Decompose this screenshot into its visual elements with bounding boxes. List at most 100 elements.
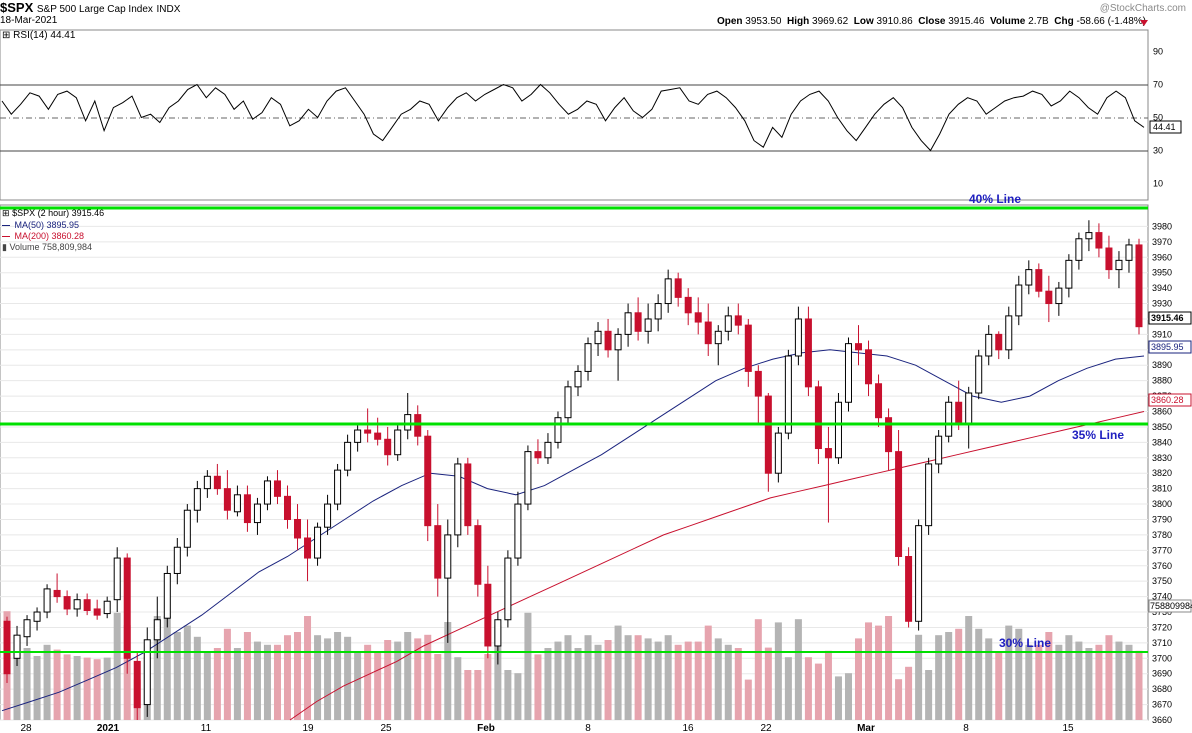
price-tick-label: 3930 bbox=[1152, 299, 1172, 309]
candle-body bbox=[774, 432, 782, 474]
volume-bar bbox=[334, 632, 342, 720]
volume-bar bbox=[63, 654, 71, 720]
candle-body bbox=[744, 324, 752, 372]
candle-body bbox=[644, 318, 652, 332]
volume-bar bbox=[494, 625, 502, 720]
volume-bar bbox=[434, 654, 442, 720]
x-tick-label: 16 bbox=[682, 723, 694, 733]
low-label: Low bbox=[853, 16, 874, 27]
candle-body bbox=[965, 392, 973, 425]
candle-body bbox=[504, 557, 512, 621]
candle-body bbox=[63, 596, 71, 610]
ma200-price-label: 3860.28 bbox=[1151, 395, 1184, 405]
volume-bar bbox=[193, 636, 201, 720]
candle-body bbox=[334, 469, 342, 505]
volume-bar bbox=[1055, 644, 1063, 720]
candle-body bbox=[804, 318, 812, 388]
volume-bar bbox=[1085, 648, 1093, 720]
candle-body bbox=[1095, 232, 1103, 249]
price-tick-label: 3660 bbox=[1152, 715, 1172, 725]
candle-body bbox=[314, 526, 322, 559]
stockcharts-logo: @StockCharts.com bbox=[1099, 3, 1186, 14]
rsi-panel: 90 70 50 30 10 44.41 bbox=[0, 29, 1182, 201]
volume-bar bbox=[223, 628, 231, 720]
volume-value-box bbox=[1148, 599, 1192, 613]
price-tick-label: 3960 bbox=[1152, 252, 1172, 262]
candle-body bbox=[53, 589, 61, 598]
candle-body bbox=[13, 634, 21, 659]
volume-bar bbox=[504, 670, 512, 720]
price-tick-label: 3910 bbox=[1152, 329, 1172, 339]
candle-body bbox=[364, 429, 372, 434]
price-tick-label: 3670 bbox=[1152, 700, 1172, 710]
volume-bar bbox=[13, 638, 21, 720]
volume-bar bbox=[935, 635, 943, 720]
price-tick-label: 3710 bbox=[1152, 638, 1172, 648]
candle-body bbox=[1105, 247, 1113, 271]
volume-value: 2.7B bbox=[1028, 16, 1049, 27]
candle-body bbox=[1065, 259, 1073, 289]
volume-bar bbox=[744, 679, 752, 720]
volume-bar bbox=[173, 632, 181, 720]
price-series-icon: ⊞ bbox=[2, 208, 10, 218]
volume-bar bbox=[394, 641, 402, 720]
volume-bar bbox=[614, 625, 622, 720]
rsi-label: RSI(14) 44.41 bbox=[13, 30, 76, 41]
last-price-box bbox=[1148, 311, 1192, 325]
candle-body bbox=[33, 611, 41, 622]
candle-body bbox=[574, 370, 582, 388]
volume-bar bbox=[113, 612, 121, 720]
candle-body bbox=[654, 303, 662, 320]
candle-body bbox=[464, 463, 472, 527]
volume-bar bbox=[514, 673, 522, 720]
volume-bar bbox=[444, 622, 452, 720]
annotation-35-line: 35% Line bbox=[1072, 428, 1125, 442]
volume-bar bbox=[594, 644, 602, 720]
volume-bar bbox=[484, 654, 492, 720]
candle-body bbox=[564, 386, 572, 419]
candle-body bbox=[1085, 232, 1093, 240]
candle-body bbox=[1005, 315, 1013, 351]
candle-body bbox=[233, 494, 241, 513]
volume-bar bbox=[83, 657, 91, 720]
candle-body bbox=[905, 556, 913, 622]
volume-bar bbox=[975, 628, 983, 720]
candle-body bbox=[514, 503, 522, 559]
price-tick-label: 3850 bbox=[1152, 422, 1172, 432]
volume-bar bbox=[784, 657, 792, 720]
exchange: INDX bbox=[156, 4, 181, 15]
rsi-tick-label: 30 bbox=[1153, 146, 1163, 156]
rsi-settings-icon[interactable]: ⊞ bbox=[2, 30, 11, 41]
candle-body bbox=[123, 557, 131, 659]
price-tick-label: 3970 bbox=[1152, 237, 1172, 247]
price-tick-label: 3750 bbox=[1152, 576, 1172, 586]
volume-bar bbox=[634, 635, 642, 720]
volume-bar bbox=[253, 641, 261, 720]
volume-bar bbox=[694, 641, 702, 720]
volume-bar bbox=[554, 641, 562, 720]
candle-body bbox=[203, 475, 211, 490]
price-tick-label: 3740 bbox=[1152, 592, 1172, 602]
candle-body bbox=[454, 463, 462, 536]
volume-bar bbox=[1025, 644, 1033, 720]
candle-body bbox=[304, 537, 312, 559]
candle-body bbox=[113, 557, 121, 601]
volume-bar bbox=[1005, 625, 1013, 720]
candle-body bbox=[294, 518, 302, 539]
volume-bar bbox=[524, 612, 532, 720]
volume-bar bbox=[654, 641, 662, 720]
candle-body bbox=[594, 330, 602, 345]
volume-bar bbox=[1105, 635, 1113, 720]
legend-ma50-label: MA(50) 3895.95 bbox=[14, 220, 80, 230]
volume-bar bbox=[534, 654, 542, 720]
open-value: 3953.50 bbox=[745, 16, 782, 27]
candle-body bbox=[524, 451, 532, 505]
candle-body bbox=[854, 343, 863, 351]
price-tick-label: 3700 bbox=[1152, 653, 1172, 663]
volume-bar bbox=[103, 657, 111, 720]
high-value: 3969.62 bbox=[812, 16, 849, 27]
chg-label: Chg bbox=[1054, 16, 1074, 27]
annotation-40-line: 40% Line bbox=[969, 192, 1022, 206]
candle-body bbox=[324, 503, 332, 528]
